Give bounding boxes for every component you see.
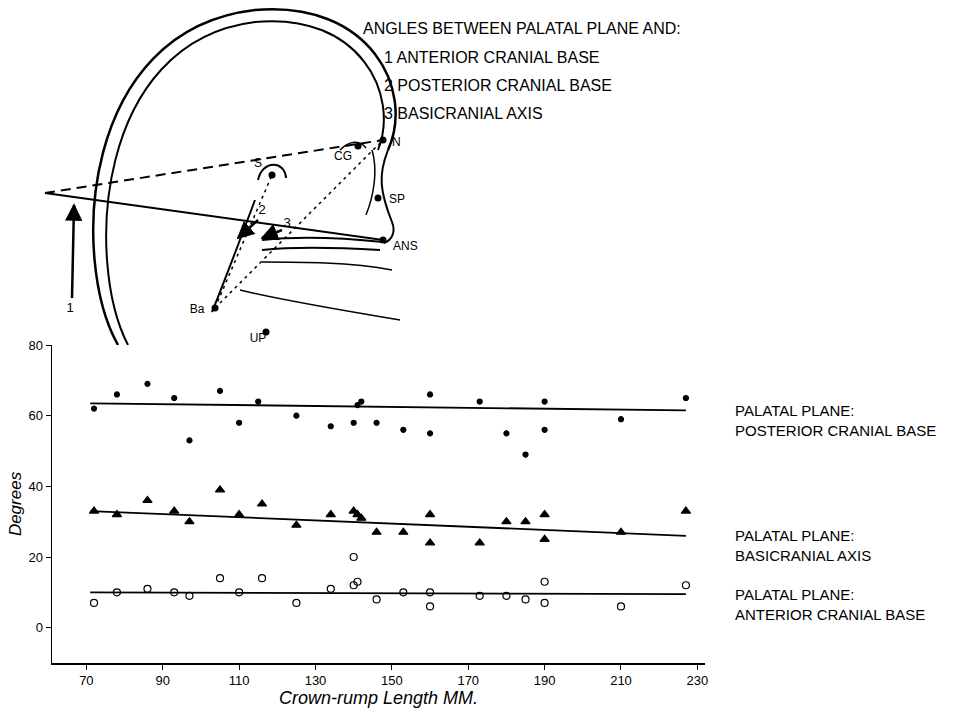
svg-text:S: S — [254, 156, 262, 170]
svg-text:0: 0 — [36, 620, 43, 635]
svg-text:ANGLES BETWEEN PALATAL PLANE A: ANGLES BETWEEN PALATAL PLANE AND: — [363, 20, 681, 37]
svg-text:210: 210 — [610, 673, 632, 688]
svg-text:1 ANTERIOR CRANIAL BASE: 1 ANTERIOR CRANIAL BASE — [384, 49, 599, 66]
svg-text:40: 40 — [28, 479, 42, 494]
svg-text:1: 1 — [66, 300, 73, 315]
svg-text:170: 170 — [457, 673, 479, 688]
svg-text:230: 230 — [687, 673, 709, 688]
svg-text:130: 130 — [305, 673, 327, 688]
svg-text:PALATAL PLANE:ANTERIOR CRANIAL: PALATAL PLANE:ANTERIOR CRANIAL BASE — [735, 586, 925, 623]
svg-text:60: 60 — [28, 408, 42, 423]
svg-text:Ba: Ba — [190, 302, 205, 316]
svg-text:PALATAL PLANE:BASICRANIAL AXIS: PALATAL PLANE:BASICRANIAL AXIS — [735, 527, 871, 564]
svg-text:80: 80 — [28, 338, 42, 353]
svg-text:CG: CG — [334, 149, 352, 163]
svg-text:Degrees: Degrees — [6, 471, 25, 536]
svg-text:2 POSTERIOR CRANIAL BASE: 2 POSTERIOR CRANIAL BASE — [384, 77, 612, 94]
svg-text:SP: SP — [389, 192, 405, 206]
svg-text:70: 70 — [79, 673, 93, 688]
svg-text:3: 3 — [283, 215, 290, 230]
svg-text:90: 90 — [156, 673, 170, 688]
svg-text:ANS: ANS — [393, 239, 418, 253]
svg-text:110: 110 — [229, 673, 250, 688]
svg-text:N: N — [392, 135, 401, 149]
svg-text:3 BASICRANIAL AXIS: 3 BASICRANIAL AXIS — [384, 105, 543, 122]
svg-text:UP: UP — [250, 331, 267, 345]
svg-text:190: 190 — [534, 673, 556, 688]
svg-text:PALATAL PLANE:POSTERIOR CRANIA: PALATAL PLANE:POSTERIOR CRANIAL BASE — [735, 402, 936, 439]
svg-text:Crown-rump Length MM.: Crown-rump Length MM. — [279, 688, 478, 708]
svg-text:150: 150 — [381, 673, 403, 688]
svg-text:2: 2 — [258, 202, 265, 217]
svg-text:20: 20 — [28, 550, 42, 565]
